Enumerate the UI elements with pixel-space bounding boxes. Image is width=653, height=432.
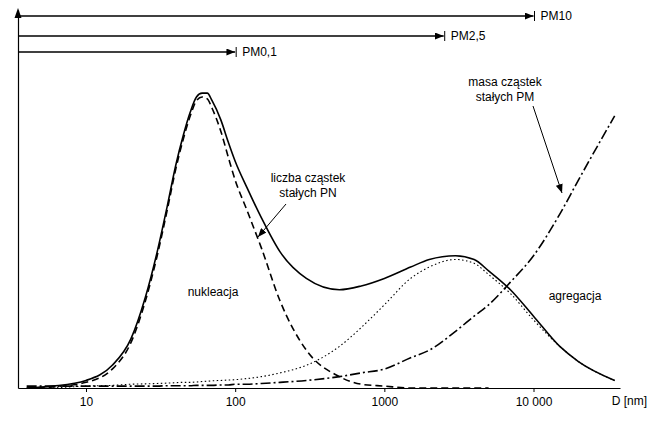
x-tick-label: 10	[80, 395, 94, 409]
series-labels: liczba cząstekstałych PN nukleacja agregac…	[188, 75, 602, 303]
range-label: PM2,5	[451, 29, 486, 43]
series-line	[53, 259, 615, 388]
x-tick-label: 100	[226, 395, 246, 409]
x-tick: 10	[80, 388, 94, 409]
series-label: masa cząstekstałych PM	[468, 75, 542, 104]
size-ranges: PM10 PM2,5 PM0,1	[18, 9, 572, 59]
series-line	[27, 97, 489, 388]
range-end-bar	[444, 31, 445, 41]
series-label-line: stałych PM	[476, 90, 535, 104]
range-arrow	[18, 35, 444, 36]
x-tick-mark	[235, 388, 236, 392]
x-tick-mark	[384, 388, 385, 392]
range-arrow	[18, 15, 534, 16]
y-axis	[18, 11, 19, 389]
series-label-line: stałych PN	[279, 186, 336, 200]
x-tick-mark	[86, 388, 87, 392]
x-axis-title: D [nm]	[612, 394, 647, 408]
range-end-bar	[534, 11, 535, 21]
x-axis-line	[19, 388, 621, 389]
label-leader	[258, 204, 286, 237]
chart-svg: 10 100 1000 10 000 D [nm] PM10 PM2,5 PM0,1 liczb…	[0, 0, 653, 432]
x-tick-mark	[534, 388, 535, 392]
x-axis: 10 100 1000 10 000	[19, 388, 621, 409]
series-label-line: nukleacja	[188, 285, 239, 299]
y-axis-line	[18, 11, 19, 389]
chart-container: 10 100 1000 10 000 D [nm] PM10 PM2,5 PM0,1 liczb…	[0, 0, 653, 432]
label-leader	[533, 106, 562, 193]
range-end-bar	[236, 47, 237, 57]
series-label-line: masa cząstek	[468, 75, 542, 89]
x-tick: 1000	[371, 388, 398, 409]
range-label: PM10	[541, 9, 573, 23]
series-line	[27, 116, 615, 386]
x-tick-label: 1000	[371, 395, 398, 409]
range-arrow	[18, 51, 235, 52]
series-line	[27, 93, 615, 388]
x-tick: 10 000	[516, 388, 553, 409]
series-label-line: liczba cząstek	[271, 171, 347, 185]
x-tick-label: 10 000	[516, 395, 553, 409]
x-tick: 100	[226, 388, 246, 409]
series-label: liczba cząstekstałych PN	[271, 171, 347, 200]
plot-area	[27, 93, 615, 388]
series-label: nukleacja	[188, 285, 239, 299]
series-label: agregacja	[549, 289, 602, 303]
series-label-line: agregacja	[549, 289, 602, 303]
range-label: PM0,1	[242, 45, 277, 59]
